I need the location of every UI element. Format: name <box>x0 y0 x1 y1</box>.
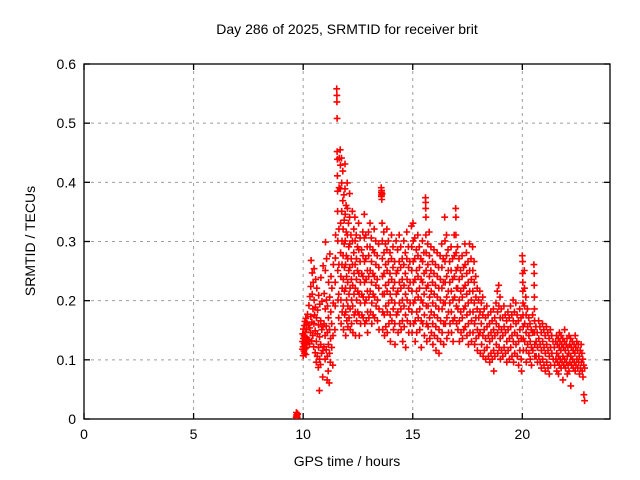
x-axis-label: GPS time / hours <box>293 453 401 469</box>
y-tick-label: 0.2 <box>57 293 77 309</box>
x-tick-label: 0 <box>80 426 88 442</box>
y-tick-label: 0.1 <box>57 352 77 368</box>
axes-border <box>83 63 611 420</box>
tick-labels: 0 5 10 15 20 0 0.1 0.2 0.3 0.4 0.5 0.6 <box>57 56 531 442</box>
chart-title: Day 286 of 2025, SRMTID for receiver bri… <box>216 21 478 37</box>
x-tick-label: 20 <box>515 426 531 442</box>
y-axis-label: SRMTID / TECUs <box>22 185 38 297</box>
x-tick-label: 5 <box>190 426 198 442</box>
y-tick-label: 0.6 <box>57 56 77 72</box>
y-tick-label: 0.3 <box>57 234 77 250</box>
x-tick-label: 10 <box>295 426 311 442</box>
y-tick-label: 0.4 <box>57 174 77 190</box>
y-tick-label: 0 <box>68 411 76 427</box>
y-tick-label: 0.5 <box>57 115 77 131</box>
scatter-points <box>292 85 588 419</box>
x-tick-label: 15 <box>405 426 421 442</box>
